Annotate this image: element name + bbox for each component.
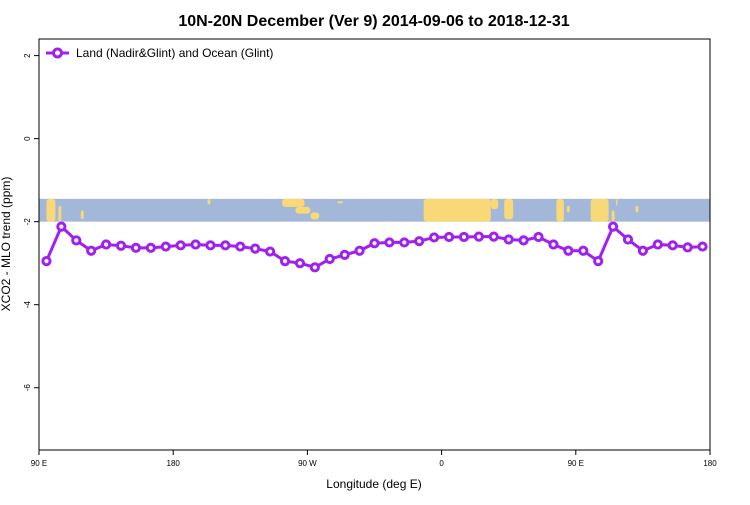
data-point [220,240,231,251]
chart-title: 10N-20N December (Ver 9) 2014-09-06 to 2… [178,13,569,30]
map-land [566,205,570,213]
legend: Land (Nadir&Glint) and Ocean (Glint) [46,46,273,60]
data-point [578,245,589,256]
map-land [611,210,615,222]
data-point [682,242,693,253]
data-point [384,237,395,248]
legend-marker [52,47,63,59]
data-point [130,242,142,253]
series-layer [41,221,708,273]
data-point [488,231,499,242]
y-axis: 2 0 -2 -4 -6 [23,53,39,391]
y-tick-label: -2 [23,218,32,226]
data-point [309,262,320,273]
data-point [637,245,649,256]
data-point [41,256,52,267]
map-ocean [39,198,710,222]
map-land [556,198,564,222]
data-point [190,239,201,250]
data-point [593,256,604,267]
data-point [294,258,306,269]
map-land [58,205,62,222]
data-point [235,241,246,252]
map-land [337,201,344,204]
data-point [548,239,559,250]
data-point [324,253,335,265]
data-point [250,243,261,254]
data-point [339,249,350,260]
data-point [607,221,619,232]
data-point [443,231,455,243]
y-tick-label: -4 [23,301,32,309]
map-land [310,212,320,220]
y-tick-label: -6 [23,384,32,392]
data-point [115,240,127,251]
map-land [80,210,84,220]
data-point [265,246,276,257]
data-point [473,231,484,242]
x-tick-label: 180 [703,459,717,468]
x-tick-label: 180 [167,459,181,468]
data-point [563,245,574,256]
x-tick-label: 90 W [298,459,317,468]
y-tick-label: 0 [23,136,32,141]
legend-label: Land (Nadir&Glint) and Ocean (Glint) [76,46,273,60]
map-land [207,198,211,205]
data-point [667,240,678,251]
map-land [635,205,639,213]
map-land [490,198,499,210]
map-land [590,198,609,222]
data-point [458,231,470,243]
data-point [533,231,544,243]
plot-frame [38,38,711,451]
data-point [518,235,529,246]
data-point [175,240,186,251]
data-point [279,256,291,267]
map-land [282,198,305,207]
y-axis-label: XCO2 - MLO trend (ppm) [0,177,13,312]
data-point [503,234,514,245]
x-axis: 90 E 180 90 W 0 90 E 180 [31,450,717,468]
map-land [423,198,491,222]
x-tick-label: 90 E [568,459,584,468]
data-point [697,241,708,252]
data-point [160,241,171,252]
data-point [622,234,634,245]
y-tick-label: 2 [23,53,32,58]
map-land [504,198,514,220]
data-point [369,238,380,249]
data-point [86,245,97,256]
data-point [101,239,112,250]
data-point [71,235,82,246]
map-land [295,206,311,214]
x-tick-label: 0 [439,459,444,468]
map-land [46,198,56,222]
data-point [414,236,425,247]
x-tick-label: 90 E [31,459,47,468]
data-point [399,237,410,248]
data-point [145,242,156,253]
data-point [429,232,440,243]
map-band [39,198,710,222]
map-land [616,198,618,206]
x-axis-label: Longitude (deg E) [326,477,421,491]
data-point [56,221,67,232]
data-point [354,245,365,256]
data-point [652,239,663,250]
data-point [205,240,216,251]
